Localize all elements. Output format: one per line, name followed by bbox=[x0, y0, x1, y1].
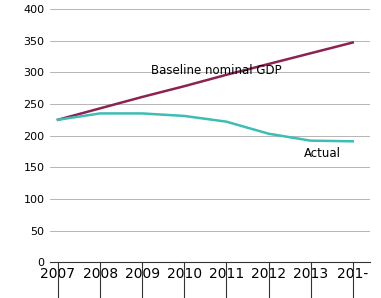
Text: Actual: Actual bbox=[304, 147, 341, 160]
Text: Baseline nominal GDP: Baseline nominal GDP bbox=[150, 64, 281, 77]
